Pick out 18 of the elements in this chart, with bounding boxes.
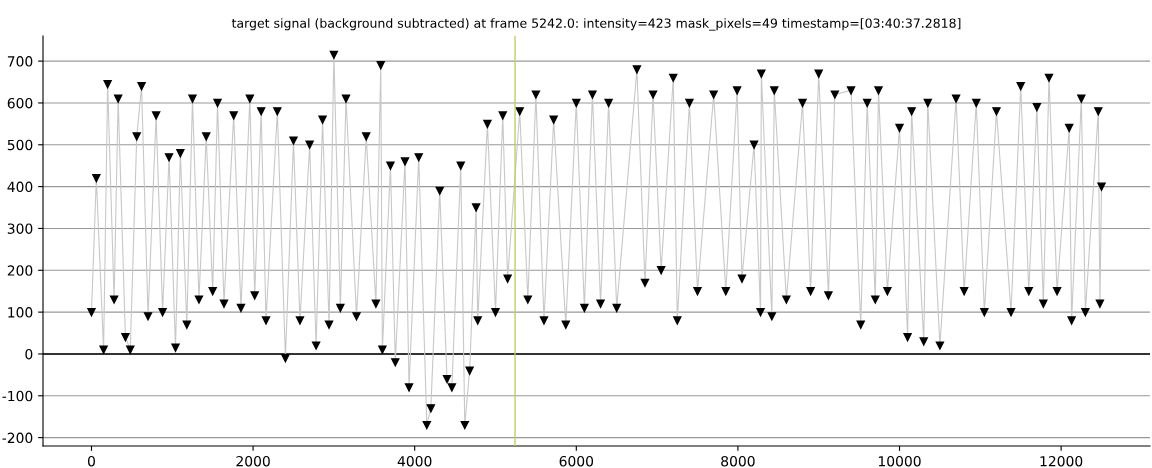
y-tick-label: 500 xyxy=(7,139,33,151)
x-tick-label: 8000 xyxy=(721,455,755,467)
y-tick-label: -100 xyxy=(2,390,33,402)
y-tick-label: 400 xyxy=(7,181,33,193)
x-tick-label: 10000 xyxy=(878,455,921,467)
chart-title: target signal (background subtracted) at frame 5242.0: intensity=423 mask_pixels=49 timestamp=[03:40:37.2818] xyxy=(231,18,961,31)
x-tick-label: 0 xyxy=(87,455,95,467)
x-tick-label: 6000 xyxy=(559,455,594,467)
y-tick-label: 300 xyxy=(7,223,33,234)
y-tick-label: 0 xyxy=(25,348,33,360)
y-tick-label: 600 xyxy=(7,97,33,109)
y-tick-label: 200 xyxy=(7,265,33,276)
y-tick-label: -200 xyxy=(2,432,33,444)
x-tick-label: 2000 xyxy=(236,455,270,467)
y-tick-label: 100 xyxy=(8,307,33,318)
y-tick-label: 700 xyxy=(7,56,33,67)
x-tick-label: 12000 xyxy=(1040,455,1083,467)
x-tick-label: 4000 xyxy=(397,455,432,467)
